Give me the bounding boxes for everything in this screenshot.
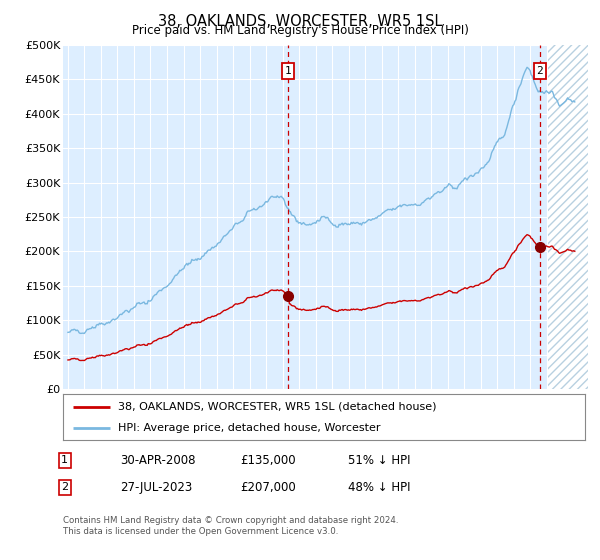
Text: Price paid vs. HM Land Registry's House Price Index (HPI): Price paid vs. HM Land Registry's House … (131, 24, 469, 37)
Text: This data is licensed under the Open Government Licence v3.0.: This data is licensed under the Open Gov… (63, 528, 338, 536)
Text: 48% ↓ HPI: 48% ↓ HPI (348, 480, 410, 494)
Text: 27-JUL-2023: 27-JUL-2023 (120, 480, 192, 494)
Text: HPI: Average price, detached house, Worcester: HPI: Average price, detached house, Worc… (118, 423, 380, 433)
Text: 38, OAKLANDS, WORCESTER, WR5 1SL (detached house): 38, OAKLANDS, WORCESTER, WR5 1SL (detach… (118, 402, 436, 412)
Text: Contains HM Land Registry data © Crown copyright and database right 2024.: Contains HM Land Registry data © Crown c… (63, 516, 398, 525)
Text: 38, OAKLANDS, WORCESTER, WR5 1SL: 38, OAKLANDS, WORCESTER, WR5 1SL (158, 14, 442, 29)
Bar (548, 45, 600, 389)
Text: £135,000: £135,000 (240, 454, 296, 467)
Text: 2: 2 (61, 482, 68, 492)
Text: 2: 2 (536, 66, 543, 76)
Polygon shape (63, 45, 548, 389)
Text: 30-APR-2008: 30-APR-2008 (120, 454, 196, 467)
Text: 51% ↓ HPI: 51% ↓ HPI (348, 454, 410, 467)
Bar (548, 45, 600, 389)
Text: 1: 1 (284, 66, 292, 76)
Text: £207,000: £207,000 (240, 480, 296, 494)
Text: 1: 1 (61, 455, 68, 465)
